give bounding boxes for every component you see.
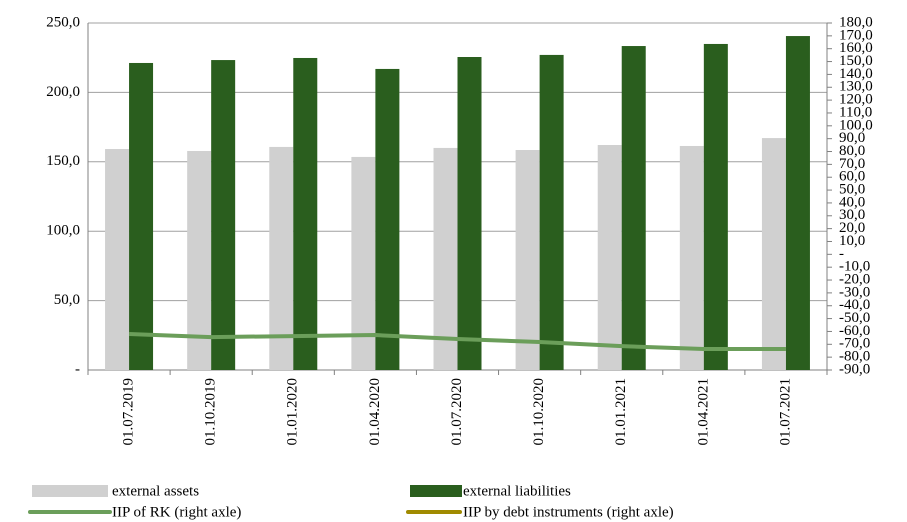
y2-tick-label: -	[839, 246, 844, 262]
y2-tick-label: 10,0	[839, 233, 865, 249]
bar	[457, 57, 482, 370]
y2-tick-label: -80,0	[839, 349, 870, 365]
y2-tick-label: -30,0	[839, 284, 870, 300]
y2-tick-label: 60,0	[839, 169, 865, 185]
y2-tick-label: 170,0	[839, 27, 873, 43]
x-tick-label: 01.07.2019	[120, 378, 136, 446]
y2-tick-label: 180,0	[839, 14, 873, 30]
y2-tick-label: -70,0	[839, 336, 870, 352]
y2-tick-label: 110,0	[839, 104, 872, 120]
y2-tick-label: -20,0	[839, 271, 870, 287]
bar	[105, 149, 130, 370]
x-tick-label: 01.10.2020	[531, 378, 547, 446]
y2-tick-label: 70,0	[839, 156, 865, 172]
y-tick-label: 150,0	[46, 153, 80, 169]
y-tick-label: 50,0	[54, 292, 80, 308]
y2-tick-label: 140,0	[839, 66, 873, 82]
bar	[269, 146, 294, 370]
bar	[433, 147, 458, 370]
bar	[293, 57, 318, 370]
x-tick-label: 01.10.2019	[203, 378, 219, 446]
y2-tick-label: -60,0	[839, 323, 870, 339]
x-tick-label: 01.07.2020	[449, 378, 465, 446]
bar	[703, 43, 728, 370]
bar	[597, 145, 622, 370]
x-tick-label: 01.07.2021	[777, 378, 793, 446]
legend-label: IIP by debt instruments (right axle)	[463, 504, 674, 520]
y-tick-label: 200,0	[46, 84, 80, 100]
y2-tick-label: 150,0	[839, 53, 873, 69]
x-tick-label: 01.04.2020	[367, 378, 383, 446]
y2-tick-label: 160,0	[839, 40, 873, 56]
y2-tick-label: -50,0	[839, 310, 870, 326]
legend-label: external liabilities	[463, 483, 571, 499]
y2-tick-label: 130,0	[839, 79, 873, 95]
y2-tick-label: 40,0	[839, 194, 865, 210]
bar	[375, 68, 400, 370]
bar	[785, 36, 810, 370]
x-tick-label: 01.01.2020	[285, 378, 301, 446]
legend-label: IIP of RK (right axle)	[112, 504, 241, 520]
bar	[621, 46, 646, 370]
y2-tick-label: -40,0	[839, 297, 870, 313]
bar	[351, 156, 376, 370]
y-tick-label: -	[75, 361, 80, 377]
legend-swatch	[410, 485, 462, 497]
x-tick-label: 01.04.2021	[695, 378, 711, 446]
x-tick-label: 01.01.2021	[613, 378, 629, 446]
bar	[211, 60, 236, 370]
y2-tick-label: 90,0	[839, 130, 865, 146]
line	[128, 332, 786, 352]
y-tick-label: 250,0	[46, 14, 80, 30]
y2-tick-label: -10,0	[839, 259, 870, 275]
y-tick-label: 100,0	[46, 223, 80, 239]
y2-tick-label: 30,0	[839, 207, 865, 223]
bar	[679, 145, 704, 370]
y2-tick-label: 120,0	[839, 92, 873, 108]
legend-label: external assets	[112, 483, 199, 499]
bar	[515, 150, 540, 370]
bar	[187, 150, 212, 370]
bar	[129, 62, 154, 371]
bar	[761, 138, 786, 370]
y2-tick-label: 20,0	[839, 220, 865, 236]
y2-tick-label: 100,0	[839, 117, 873, 133]
legend-swatch	[32, 485, 108, 497]
y2-tick-label: 80,0	[839, 143, 865, 159]
bar	[539, 54, 564, 370]
y2-tick-label: -90,0	[839, 361, 870, 377]
y2-tick-label: 50,0	[839, 182, 865, 198]
